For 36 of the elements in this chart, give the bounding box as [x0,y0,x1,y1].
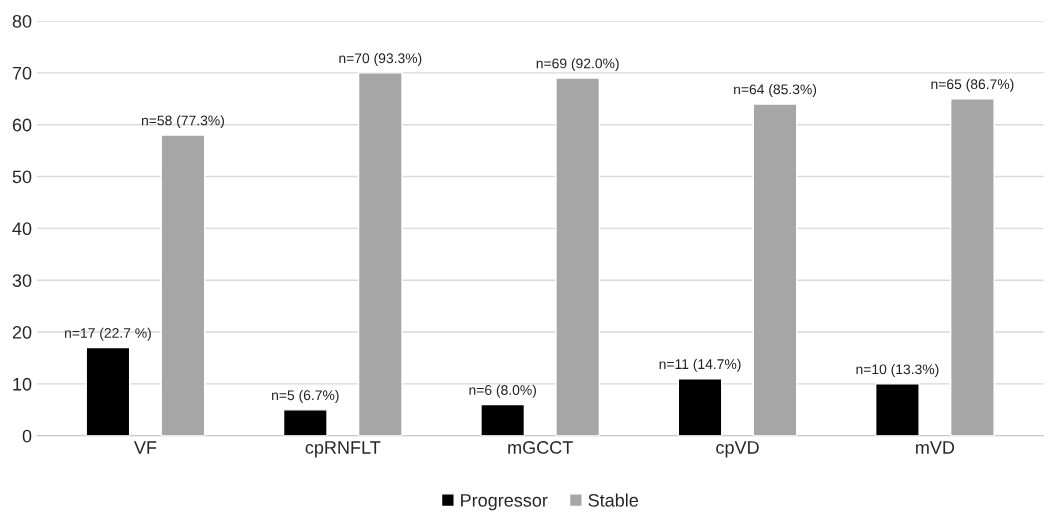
y-tick-label: 0 [22,429,32,443]
data-label: n=5 (6.7%) [272,389,339,403]
x-tick-label: VF [133,441,157,454]
y-tick-label: 60 [12,118,32,132]
data-label: n=10 (13.3%) [856,364,939,377]
bar [357,72,403,436]
bar [85,346,131,436]
legend-label: Stable [588,493,639,507]
x-tick-label: mVD [916,441,955,454]
bar [950,98,995,436]
bar [875,383,920,436]
y-tick-label: 20 [12,326,32,339]
y-tick-label: 50 [12,170,32,184]
data-label: n=64 (85.3%) [734,84,817,97]
y-tick-label: 70 [12,66,32,80]
data-label: n=11 (14.7%) [659,358,741,372]
x-tick-label: cpRNFLT [305,441,381,458]
data-label: n=65 (86.7%) [931,78,1014,92]
y-tick-label: 30 [12,274,32,287]
data-label: n=58 (77.3%) [141,115,224,129]
bar [677,378,723,436]
bar [282,409,328,436]
bar [555,77,601,436]
bar [160,134,206,436]
bar [752,103,798,436]
y-tick-label: 40 [12,222,32,236]
data-label: n=70 (93.3%) [339,52,422,66]
data-label: n=69 (92.0%) [536,58,619,72]
y-tick-label: 80 [12,14,32,28]
y-tick-label: 10 [13,377,32,391]
data-label: n=6 (8.0%) [469,384,536,398]
data-label: n=17 (22.7 %) [65,327,151,341]
legend-label: Progressor [461,494,548,511]
bar [480,403,526,436]
x-tick-label: mGCCT [508,441,573,454]
x-tick-label: cpVD [716,441,759,458]
